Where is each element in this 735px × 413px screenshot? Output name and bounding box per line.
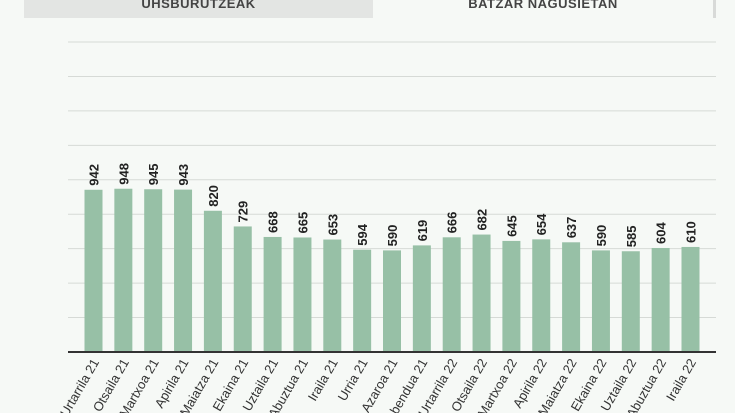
bar — [591, 250, 610, 352]
bar — [203, 210, 222, 352]
bar — [233, 226, 252, 352]
bar — [472, 234, 491, 352]
bar-value-label: 666 — [445, 212, 460, 234]
bar — [651, 247, 670, 352]
value-labels: 942 948 945 943 820 729 668 665 653 594 590 619 666 6… — [87, 163, 699, 247]
bar-value-label: 590 — [594, 225, 609, 247]
bar-value-label: 610 — [684, 221, 699, 243]
bar — [383, 250, 401, 352]
tab-right-label: BATZAR NAGUSIETAN — [468, 0, 618, 11]
bar — [562, 242, 581, 352]
bar-value-label: 943 — [176, 164, 191, 186]
bar — [84, 189, 103, 352]
tab-left[interactable]: UHSBURUTZEAK — [24, 0, 373, 18]
bar-value-label: 942 — [87, 164, 102, 186]
bar — [174, 189, 193, 352]
bar-value-label: 665 — [295, 212, 310, 234]
tab-right[interactable]: BATZAR NAGUSIETAN — [373, 0, 713, 18]
bar-value-label: 729 — [236, 201, 251, 223]
bar-value-label: 637 — [564, 217, 579, 239]
bar — [442, 237, 461, 352]
bar — [293, 237, 312, 352]
bar-value-label: 948 — [116, 163, 131, 185]
bar — [681, 246, 700, 352]
bar-value-label: 645 — [504, 215, 519, 237]
bar — [502, 240, 521, 352]
bar-value-label: 619 — [415, 220, 430, 242]
bar-value-label: 653 — [325, 214, 340, 236]
bar — [353, 249, 372, 352]
bar-value-label: 590 — [385, 225, 400, 247]
bar — [114, 188, 133, 352]
bar-value-label: 594 — [355, 223, 370, 245]
bar-value-label: 668 — [266, 211, 281, 233]
tab-divider — [713, 0, 716, 18]
bar — [412, 245, 431, 352]
bar-value-label: 585 — [624, 226, 639, 248]
bar — [532, 239, 551, 352]
bar-value-label: 820 — [206, 185, 221, 207]
bar — [323, 239, 342, 352]
bar — [144, 189, 163, 352]
bars — [84, 188, 700, 352]
bar-value-label: 604 — [654, 222, 669, 244]
bar — [263, 236, 282, 352]
tab-left-label: UHSBURUTZEAK — [141, 0, 256, 11]
bar — [621, 251, 640, 352]
bar-value-label: 682 — [475, 209, 490, 231]
bar-value-label: 654 — [534, 213, 549, 235]
bar-value-label: 945 — [146, 164, 161, 186]
